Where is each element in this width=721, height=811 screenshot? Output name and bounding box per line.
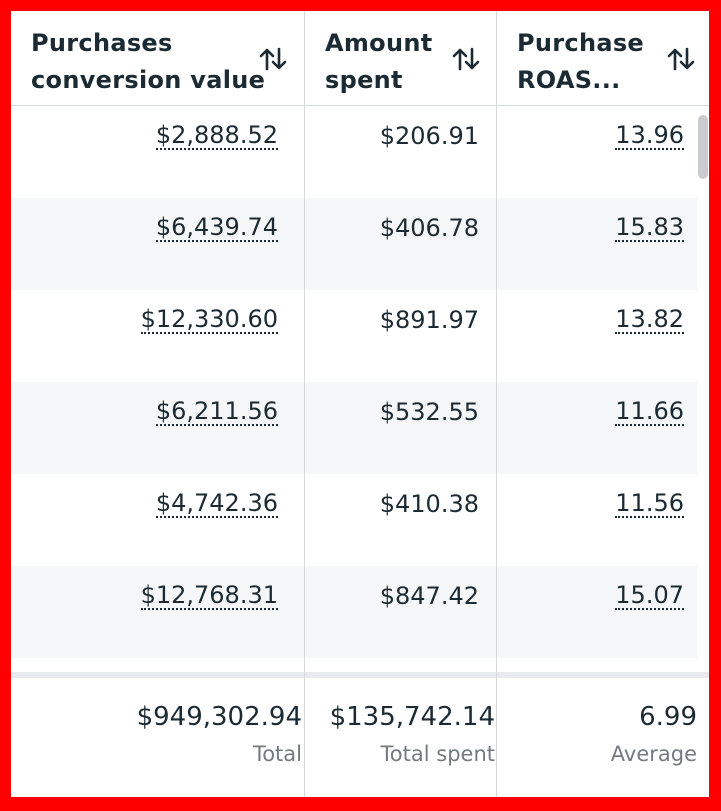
roas-link[interactable]: 15.83	[615, 213, 684, 242]
column-divider[interactable]	[496, 11, 497, 797]
amount-spent-cell: $406.78	[379, 214, 479, 242]
column-title: Purchases conversion value	[31, 29, 266, 94]
amount-spent-cell: $532.55	[379, 398, 479, 426]
total-conversion-value: $949,302.94	[136, 702, 302, 732]
table-footer: $949,302.94 Total $135,742.14 Total spen…	[11, 672, 709, 797]
column-title: Amount spent	[325, 29, 433, 94]
sort-icon[interactable]	[451, 45, 481, 73]
table-row: $6,439.74 $406.78 15.83	[11, 198, 697, 290]
column-header-purchases-conversion-value[interactable]: Purchases conversion value	[11, 11, 304, 105]
conversion-value-link[interactable]: $6,211.56	[155, 397, 278, 426]
amount-spent-cell: $410.38	[379, 490, 479, 518]
roas-link[interactable]: 11.66	[615, 397, 684, 426]
total-label: Total	[252, 742, 302, 766]
conversion-value-link[interactable]: $2,888.52	[155, 121, 278, 150]
amount-spent-cell: $891.97	[379, 306, 479, 334]
scrollbar-thumb[interactable]	[698, 115, 708, 179]
conversion-value-link[interactable]: $12,768.31	[140, 581, 278, 610]
table-row: $12,768.31 $847.42 15.07	[11, 566, 697, 658]
table-row: $6,211.56 $532.55 11.66	[11, 382, 697, 474]
conversion-value-link[interactable]: $4,742.36	[155, 489, 278, 518]
total-spent-label: Total spent	[380, 742, 495, 766]
amount-spent-cell: $206.91	[379, 122, 479, 150]
table-header: Purchases conversion value Amount spent …	[11, 11, 709, 106]
sort-icon[interactable]	[666, 45, 696, 73]
table-row: $12,330.60 $891.97 13.82	[11, 290, 697, 382]
roas-link[interactable]: 13.96	[615, 121, 684, 150]
table-row: $2,888.52 $206.91 13.96	[11, 106, 697, 198]
conversion-value-link[interactable]: $6,439.74	[155, 213, 278, 242]
column-divider[interactable]	[304, 11, 305, 797]
roas-link[interactable]: 15.07	[615, 581, 684, 610]
average-label: Average	[610, 742, 697, 766]
column-header-purchase-roas[interactable]: Purchase ROAS...	[497, 11, 709, 105]
table-row: $4,742.36 $410.38 11.56	[11, 474, 697, 566]
total-amount-spent: $135,742.14	[329, 702, 495, 732]
column-title: Purchase ROAS...	[517, 29, 644, 94]
roas-link[interactable]: 11.56	[615, 489, 684, 518]
conversion-value-link[interactable]: $12,330.60	[140, 305, 278, 334]
amount-spent-cell: $847.42	[379, 582, 479, 610]
average-roas: 6.99	[639, 702, 697, 732]
sort-icon[interactable]	[258, 45, 288, 73]
roas-link[interactable]: 13.82	[615, 305, 684, 334]
table-body: $2,888.52 $206.91 13.96 $6,439.74 $406.7…	[11, 106, 709, 672]
report-table: Purchases conversion value Amount spent …	[11, 11, 709, 797]
vertical-scrollbar[interactable]	[697, 106, 709, 672]
column-header-amount-spent[interactable]: Amount spent	[305, 11, 496, 105]
